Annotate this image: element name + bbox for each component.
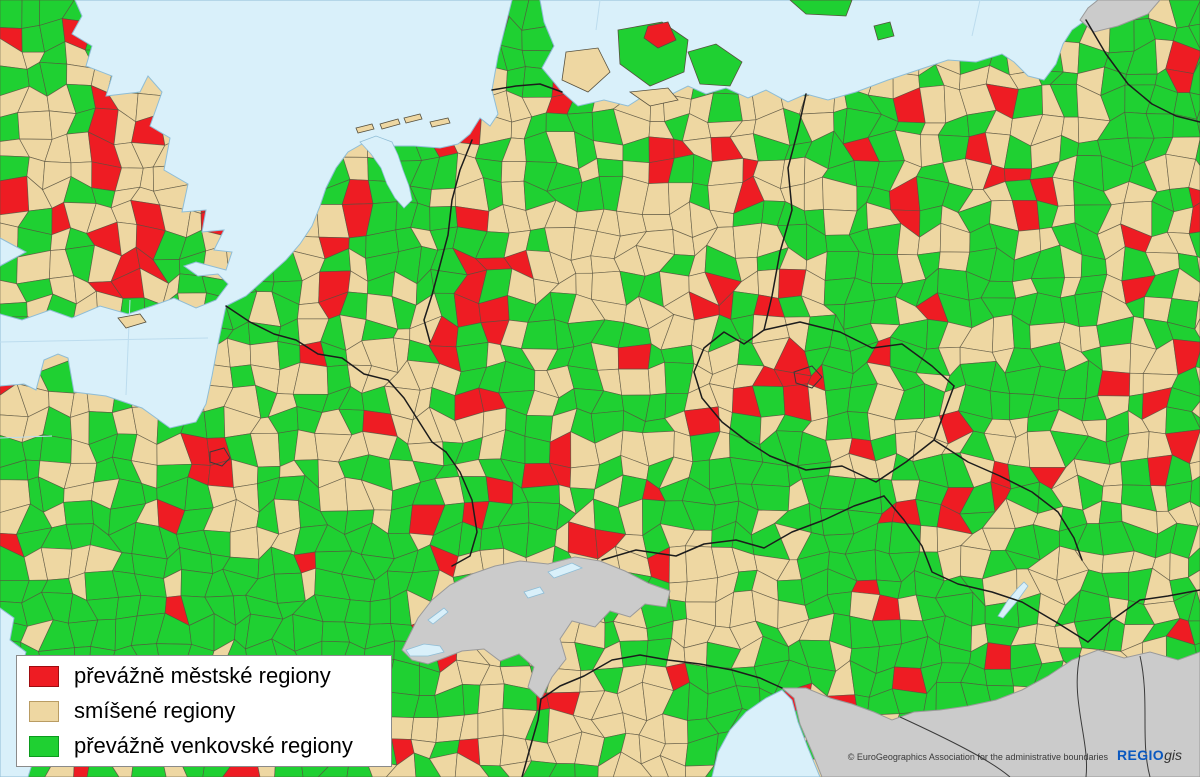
border-fr-de xyxy=(445,451,478,567)
island-funen xyxy=(561,47,611,93)
border-dk-de xyxy=(491,83,563,93)
legend-swatch-urban xyxy=(29,665,59,687)
lake-neuchatel xyxy=(427,607,449,625)
graticule-line xyxy=(0,435,53,439)
lake-balaton xyxy=(997,581,1029,619)
legend-label-urban: převážně městské regiony xyxy=(74,663,331,688)
border-de-pl xyxy=(763,93,807,331)
lake-ijsselmeer xyxy=(359,135,413,209)
lake-constance xyxy=(547,562,584,579)
switzerland-unclassified xyxy=(401,556,671,700)
copyright-attribution: © EuroGeographics Association for the ad… xyxy=(848,752,1108,762)
legend-swatch-rural xyxy=(29,735,59,757)
legend-label-mixed: smíšené regiony xyxy=(74,698,236,723)
paris-city-outline xyxy=(209,447,231,467)
graticule-line xyxy=(595,0,601,31)
wadden-island xyxy=(403,113,423,124)
lake-geneva xyxy=(405,643,445,657)
isle-of-wight xyxy=(117,313,147,329)
unclassified-internal-border xyxy=(899,654,1151,777)
sweden-scania xyxy=(789,0,853,17)
graticule-line xyxy=(971,0,981,37)
border-pl-lt xyxy=(1085,19,1200,123)
border-nl-de xyxy=(423,139,473,343)
border-at-hu xyxy=(883,495,1089,643)
lake-zurich xyxy=(523,586,545,599)
severn-estuary xyxy=(0,237,28,267)
border-de-at xyxy=(601,495,885,561)
legend-label-rural: převážně venkovské regiony xyxy=(74,733,353,758)
regiogis-logo-regio: REGIO xyxy=(1116,747,1165,763)
copenhagen-region xyxy=(643,21,677,49)
border-sk-hu xyxy=(933,439,1083,561)
wadden-island xyxy=(379,118,401,130)
legend-item-mixed: smíšené regiony xyxy=(29,700,379,722)
wadden-island xyxy=(355,123,375,134)
kaliningrad-unclassified xyxy=(1079,0,1161,33)
border-fr-be-de xyxy=(225,305,447,453)
border-de-cz xyxy=(693,329,771,457)
graticule-line xyxy=(0,337,209,343)
map-legend: převážně městské regiony smíšené regiony… xyxy=(16,655,392,767)
border-cz-pl xyxy=(763,321,955,387)
border-hu-ro xyxy=(1087,589,1200,643)
border-fr-it xyxy=(521,698,542,777)
regiogis-logo-gis: gis xyxy=(1164,747,1182,763)
legend-item-rural: převážně venkovské regiony xyxy=(29,735,379,757)
island-bornholm xyxy=(873,21,895,41)
wadden-island xyxy=(429,117,451,128)
regiogis-logo: REGIOgis xyxy=(1117,748,1182,762)
legend-swatch-mixed xyxy=(29,700,59,722)
baltic-sea xyxy=(539,0,1099,107)
border-alps-it xyxy=(540,654,783,700)
attribution-text: © EuroGeographics Association for the ad… xyxy=(847,752,1108,762)
legend-item-urban: převážně městské regiony xyxy=(29,665,379,687)
prague-city-outline xyxy=(793,365,823,389)
island-ruegen xyxy=(687,43,743,87)
southeast-unclassified xyxy=(780,649,1200,777)
adriatic-sea xyxy=(711,689,821,777)
island-lolland xyxy=(628,87,679,107)
